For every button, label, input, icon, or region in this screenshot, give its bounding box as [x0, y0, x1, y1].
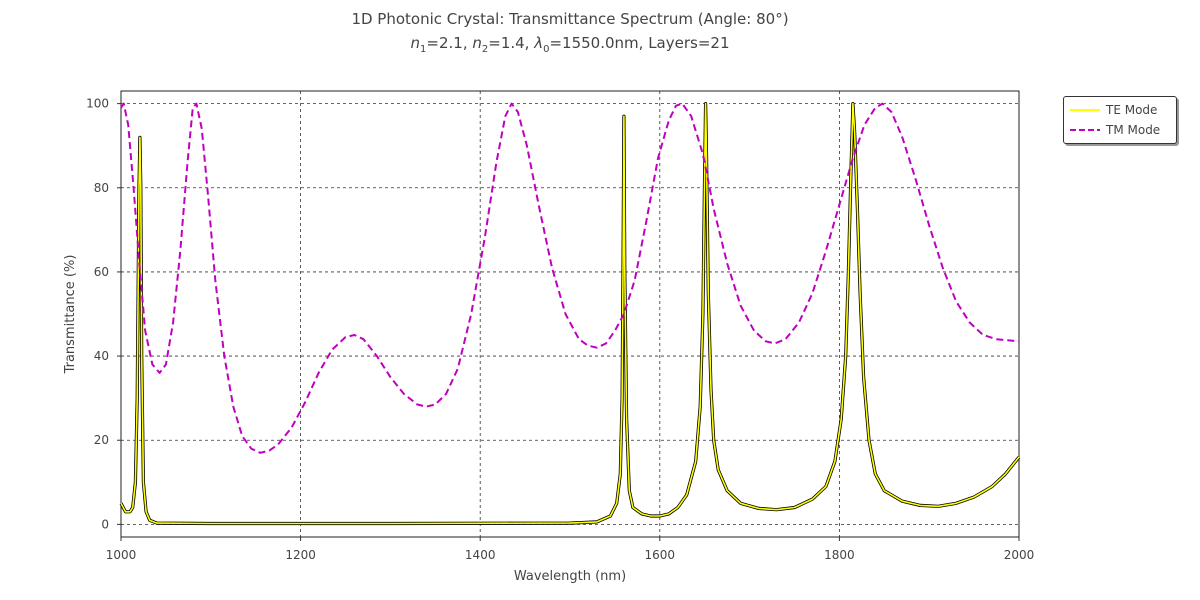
x-tick-label: 1000: [106, 548, 137, 562]
plot-area: [120, 90, 1020, 538]
y-tick-label: 100: [86, 97, 109, 111]
legend: TE Mode TM Mode: [1063, 96, 1177, 144]
x-tick-label: 1600: [645, 548, 676, 562]
legend-swatch-te: [1070, 109, 1100, 111]
legend-label-tm: TM Mode: [1106, 123, 1161, 137]
te-mode-line: [120, 102, 1020, 525]
legend-swatch-tm: [1070, 129, 1100, 131]
x-tick-label: 1400: [465, 548, 496, 562]
axis-ticks: 1000 1200 1400 1600 1800 2000 0 20 40 60 80 100: [86, 97, 1034, 562]
y-tick-label: 20: [94, 433, 109, 447]
grid-lines: [120, 91, 1020, 537]
tm-mode-line: [120, 102, 1020, 454]
x-tick-label: 2000: [1004, 548, 1035, 562]
y-axis-label: Transmittance (%): [63, 255, 78, 375]
y-tick-label: 60: [94, 265, 109, 279]
chart-subtitle: n1=2.1, n2=1.4, λ0=1550.0nm, Layers=21: [410, 34, 730, 55]
y-tick-label: 40: [94, 349, 109, 363]
x-tick-label: 1800: [824, 548, 855, 562]
y-tick-label: 0: [101, 517, 109, 531]
chart-title: 1D Photonic Crystal: Transmittance Spect…: [351, 10, 789, 28]
series-lines: [119, 102, 1021, 526]
legend-label-te: TE Mode: [1106, 103, 1158, 117]
y-tick-label: 80: [94, 181, 109, 195]
legend-item-te: TE Mode: [1070, 102, 1157, 118]
te-mode-line-outline: [119, 102, 1021, 526]
legend-item-tm: TM Mode: [1070, 122, 1160, 138]
x-tick-label: 1200: [285, 548, 316, 562]
x-axis-label: Wavelength (nm): [514, 569, 626, 584]
